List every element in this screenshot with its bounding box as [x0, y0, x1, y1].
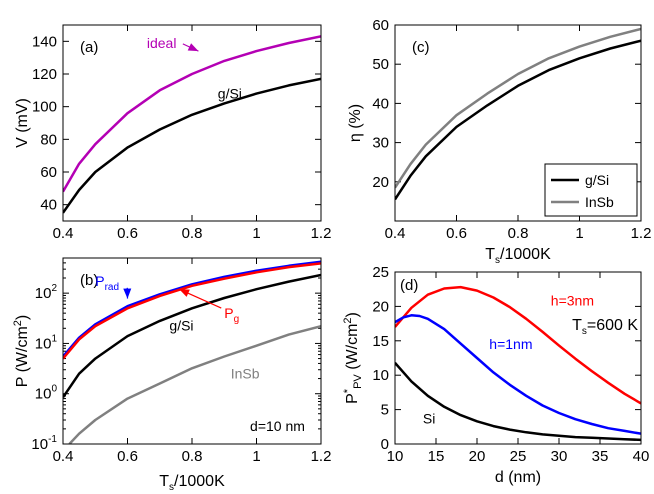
x-tick-label: 0.8: [182, 225, 203, 242]
y-tick-label: 102: [35, 283, 58, 302]
y-tick-label: 40: [372, 95, 389, 112]
x-tick-label: 30: [551, 448, 568, 465]
x-tick-label: 0.4: [53, 225, 74, 242]
arrow-head: [123, 288, 131, 298]
x-tick-label: 20: [469, 448, 486, 465]
y-tick-label: 20: [372, 174, 389, 191]
legend-label: InSb: [585, 194, 614, 210]
x-tick-label: 0.6: [117, 448, 138, 465]
panel-a: 0.4 0.6 0.8 1 1.2 40 60 80 100 120 140 (a) ideal g/Si: [32, 25, 331, 242]
annotation-pg: Pg: [224, 305, 239, 325]
plot-frame: [63, 25, 321, 221]
annotation-g-si: g/Si: [218, 86, 242, 102]
x-tick-label: 0.6: [117, 225, 138, 242]
legend: g/Si InSb: [545, 164, 637, 216]
x-tick-label: 0.8: [508, 225, 529, 242]
y-axis-title-d: P*PV (W/cm2): [342, 312, 364, 404]
y-tick-label: 15: [372, 333, 389, 350]
arrow-head: [179, 289, 190, 297]
x-tick-label: 1.2: [311, 225, 332, 242]
series-line-g-si: [63, 79, 321, 213]
annotation-h-1nm: h=1nm: [489, 336, 532, 352]
y-tick-label: 10: [372, 367, 389, 384]
y-tick-label: 50: [372, 56, 389, 73]
x-tick-label: 0.6: [446, 225, 467, 242]
x-tick-label: 40: [633, 448, 650, 465]
y-tick-label: 101: [35, 333, 58, 352]
y-tick-label: 60: [40, 164, 57, 181]
x-tick-label: 0.4: [53, 448, 74, 465]
y-axis-title-a: V (mV): [14, 98, 31, 148]
x-tick-label: 35: [592, 448, 609, 465]
annotation-g-si: g/Si: [169, 318, 193, 334]
annotation-insb: InSb: [231, 366, 260, 382]
x-tick-label: 25: [510, 448, 527, 465]
legend-label: g/Si: [585, 172, 609, 188]
x-axis-title-b: Ts/1000K: [159, 473, 225, 493]
annotation-h-3nm: h=3nm: [551, 293, 594, 309]
x-tick-label: 15: [428, 448, 445, 465]
y-tick-label: 5: [381, 402, 389, 419]
figure: 0.4 0.6 0.8 1 1.2406080100120140 (a) idealg/Si…: [0, 0, 654, 494]
x-tick-label: 1: [252, 225, 260, 242]
x-tick-label: 10: [387, 448, 404, 465]
x-tick-label: 1: [252, 448, 260, 465]
panel-c: 0.4 0.6 0.8 1 1.2 20 30 40 50 60 (c) g/Si InSb: [372, 17, 651, 242]
y-tick-label: 100: [32, 99, 57, 116]
y-tick-label: 20: [372, 298, 389, 315]
annotation-si: Si: [423, 410, 435, 426]
panel-label: (c): [412, 39, 430, 56]
x-axis-title-c: Ts/1000K: [485, 246, 551, 266]
x-tick-label: 0.4: [385, 225, 406, 242]
panel-label: (a): [80, 39, 98, 56]
y-axis-title-b: P (W/cm2): [12, 315, 31, 387]
annotation-prad: Prad: [95, 273, 119, 293]
x-tick-label: 0.8: [182, 448, 203, 465]
annotation-ts: Ts=600 K: [572, 317, 638, 337]
annotation-d-10-nm: d=10 nm: [250, 418, 305, 434]
y-tick-label: 25: [372, 264, 389, 281]
y-tick-label: 140: [32, 33, 57, 50]
x-tick-label: 1.2: [311, 448, 332, 465]
x-axis-title-d: d (nm): [495, 469, 541, 486]
annotation-ideal: ideal: [147, 35, 177, 51]
panel-label: (d): [400, 277, 418, 294]
x-tick-label: 1.2: [631, 225, 652, 242]
y-tick-label: 40: [40, 197, 57, 214]
y-tick-label: 60: [372, 17, 389, 34]
x-tick-label: 1: [575, 225, 583, 242]
y-tick-label: 120: [32, 66, 57, 83]
panel-d: 10 15 20 25 30 35 40 0 5 10 15 20 25 (d) h=3nm h=1nm Si T…: [372, 264, 649, 465]
y-tick-label: 0: [381, 436, 389, 453]
y-axis-title-c: η (%): [347, 104, 364, 142]
y-tick-label: 30: [372, 135, 389, 152]
arrow-head: [188, 43, 199, 51]
y-tick-label: 80: [40, 131, 57, 148]
y-tick-label: 100: [35, 384, 58, 403]
